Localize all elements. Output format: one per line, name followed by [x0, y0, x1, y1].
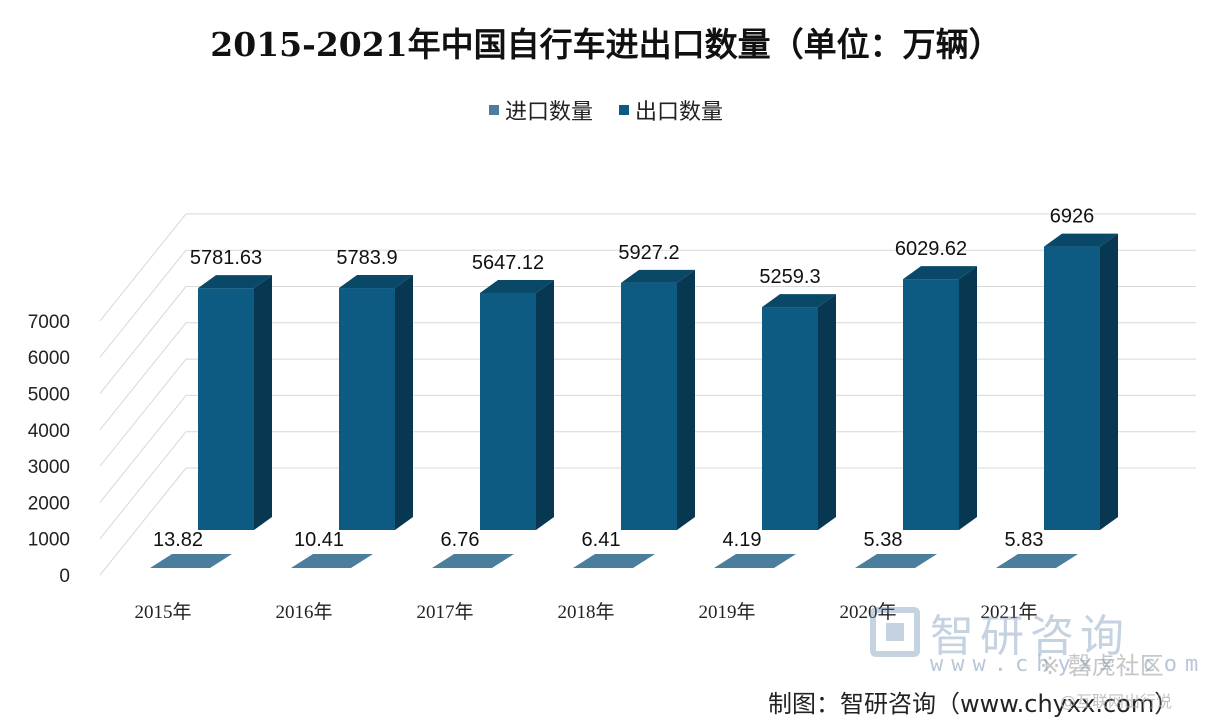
import-data-label: 6.41: [582, 529, 621, 551]
y-tick-label: 1000: [28, 530, 70, 551]
y-tick-label: 6000: [28, 348, 70, 369]
import-bar: [996, 554, 1078, 568]
export-bar: [903, 279, 959, 530]
import-data-label: 10.41: [294, 529, 344, 551]
export-data-label: 5781.63: [190, 247, 262, 269]
x-tick-label: 2020年: [839, 601, 896, 623]
export-bar-side: [536, 280, 554, 530]
watermark: 智研咨询: [870, 600, 1130, 664]
x-tick-label: 2016年: [275, 601, 332, 623]
y-tick-label: 3000: [28, 457, 70, 478]
export-bar: [621, 282, 677, 530]
export-bar: [480, 293, 536, 530]
export-bar-top: [198, 275, 272, 289]
import-data-label: 5.83: [1005, 529, 1044, 551]
export-bar-side: [818, 294, 836, 530]
export-bar: [198, 288, 254, 530]
y-tick-label: 2000: [28, 493, 70, 514]
source-caption: 制图：智研咨询（www.chyxx.com）: [768, 690, 1179, 718]
import-bar: [714, 554, 796, 568]
export-bar-top: [339, 275, 413, 289]
export-bar-top: [1044, 233, 1118, 247]
export-data-label: 5647.12: [472, 252, 544, 274]
gridline-depth: [99, 431, 187, 540]
export-data-label: 5927.2: [618, 242, 679, 264]
import-data-label: 6.76: [441, 529, 480, 551]
export-bar-side: [677, 269, 695, 530]
watermark-name: 智研咨询: [930, 611, 1130, 662]
chyxx-logo-icon: [870, 607, 920, 657]
y-tick-label: 7000: [28, 312, 70, 333]
import-bar: [291, 554, 373, 568]
x-tick-label: 2017年: [416, 601, 473, 623]
gridline-depth: [99, 249, 187, 358]
export-data-label: 6926: [1050, 206, 1095, 228]
import-data-label: 5.38: [864, 529, 903, 551]
legend-label-export: 出口数量: [635, 100, 724, 125]
y-tick-label: 4000: [28, 421, 70, 442]
export-bar-side: [395, 275, 413, 530]
export-bar-top: [762, 294, 836, 308]
export-data-label: 6029.62: [895, 238, 967, 260]
source-subcaption: @互联网出行说: [1060, 692, 1173, 711]
legend-label-import: 进口数量: [504, 100, 593, 125]
legend-item-import: 进口数量: [488, 94, 593, 126]
x-tick-label: 2018年: [557, 601, 614, 623]
export-bar-top: [621, 269, 695, 283]
x-tick-label: 2019年: [698, 601, 755, 623]
export-bar-side: [254, 275, 272, 530]
gridline-depth: [99, 213, 187, 322]
y-tick-label: 5000: [28, 385, 70, 406]
export-data-label: 5259.3: [759, 266, 820, 288]
gridline-depth: [99, 286, 187, 394]
chart-title: 2015-2021年中国自行车进出口数量（单位：万辆）: [210, 25, 1002, 64]
export-bar-top: [480, 280, 554, 294]
export-bar: [1044, 246, 1100, 531]
import-bar: [432, 554, 514, 568]
legend-item-export: 出口数量: [619, 94, 723, 126]
export-bar-side: [1100, 233, 1118, 531]
legend-swatch-import-icon: [488, 105, 499, 115]
y-tick-label: 0: [59, 566, 70, 587]
x-tick-label: 2015年: [134, 601, 191, 623]
legend: 进口数量 出口数量: [0, 94, 1212, 126]
gridline-depth: [99, 358, 187, 467]
export-bar: [762, 307, 818, 530]
export-bar-top: [903, 266, 977, 280]
export-bar: [339, 288, 395, 530]
x-tick-label: 2021年: [980, 601, 1037, 623]
legend-swatch-export-icon: [619, 105, 629, 115]
import-bar: [150, 554, 232, 568]
export-bar-side: [959, 266, 977, 530]
export-data-label: 5783.9: [336, 247, 397, 269]
gridline-depth: [99, 395, 187, 503]
import-data-label: 4.19: [723, 529, 762, 551]
import-bar: [855, 554, 937, 568]
import-data-label: 13.82: [153, 529, 203, 551]
watermark-url: www.chyxx.com: [930, 652, 1207, 677]
gridline-depth: [99, 322, 187, 431]
import-bar: [573, 554, 655, 568]
community-watermark: ※ 磬虎社区: [1040, 652, 1164, 680]
gridline-depth: [99, 467, 187, 576]
